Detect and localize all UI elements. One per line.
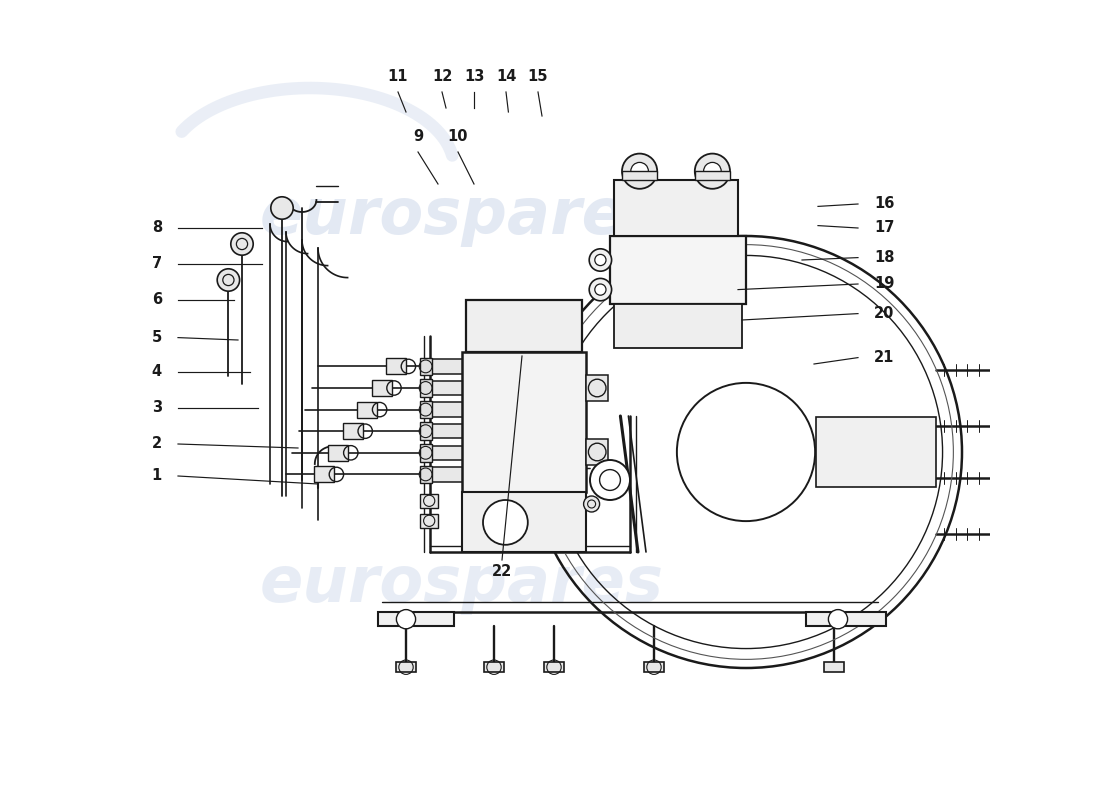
Bar [419,444,431,462]
Bar [466,300,582,352]
Circle shape [396,610,416,629]
Bar [1020,523,1033,546]
Bar [419,401,431,418]
Bar [543,662,564,672]
Bar [1020,415,1033,438]
Circle shape [590,278,612,301]
Bar [586,375,608,401]
Bar [431,424,462,438]
Bar [314,466,334,482]
Circle shape [483,500,528,545]
Bar [431,446,462,460]
Text: 10: 10 [448,129,469,144]
Text: eurospares: eurospares [260,553,664,615]
Circle shape [542,438,571,466]
Bar [396,662,417,672]
Text: 12: 12 [432,69,452,84]
Bar [343,423,363,439]
Bar [824,662,845,672]
Bar [586,439,608,465]
Bar [419,466,431,483]
Circle shape [217,269,240,291]
Circle shape [590,460,630,500]
Circle shape [630,162,648,180]
Bar [358,402,377,418]
Bar [462,492,586,552]
Circle shape [621,154,657,189]
Circle shape [231,233,253,255]
Circle shape [704,162,722,180]
Bar [431,381,462,395]
Circle shape [550,445,564,459]
Text: 3: 3 [152,401,162,415]
Bar [431,402,462,417]
Bar [614,180,738,236]
Circle shape [828,610,848,629]
Bar [419,358,431,375]
Bar [695,171,730,180]
Bar [1020,466,1033,489]
Bar [548,408,568,496]
Bar [329,445,349,461]
Text: 9: 9 [412,129,424,144]
Bar [378,612,454,626]
Text: 2: 2 [152,437,162,451]
Bar [372,380,392,396]
Text: 18: 18 [874,250,894,265]
Text: 17: 17 [874,221,894,235]
Text: 16: 16 [874,197,894,211]
Text: 19: 19 [874,277,894,291]
Text: 6: 6 [152,293,162,307]
Text: 20: 20 [874,306,894,321]
Text: 14: 14 [496,69,516,84]
Bar [386,358,406,374]
Circle shape [590,249,612,271]
Bar [419,379,431,397]
Bar [610,236,746,304]
Circle shape [271,197,294,219]
Text: 21: 21 [874,350,894,365]
Text: 22: 22 [492,565,513,579]
Bar [462,352,586,492]
Bar [431,359,462,374]
Text: 4: 4 [152,365,162,379]
Text: 13: 13 [464,69,484,84]
Bar [420,514,438,528]
Bar [420,494,438,508]
Circle shape [695,154,730,189]
Bar [816,418,936,486]
Circle shape [595,254,606,266]
Bar [806,612,886,626]
Text: eurospares: eurospares [260,185,664,247]
Text: 15: 15 [528,69,548,84]
Circle shape [584,496,600,512]
Text: 1: 1 [152,469,162,483]
Text: 11: 11 [387,69,408,84]
Text: 5: 5 [152,330,162,345]
Bar [644,662,664,672]
Text: 8: 8 [152,221,162,235]
Bar [614,304,742,348]
Text: 7: 7 [152,257,162,271]
Bar [419,422,431,440]
Bar [484,662,505,672]
Circle shape [595,284,606,295]
Bar [1020,358,1033,381]
Bar [431,467,462,482]
Bar [621,171,657,180]
